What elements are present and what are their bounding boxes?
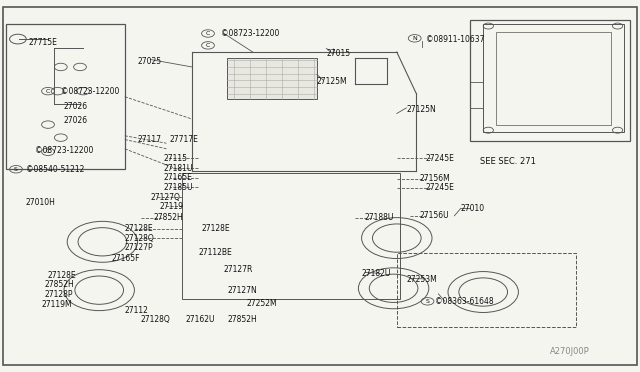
FancyBboxPatch shape [227,58,317,99]
Text: S: S [426,299,429,304]
Text: 27112: 27112 [125,306,148,315]
Text: 27182U: 27182U [362,269,391,278]
Text: 27717E: 27717E [170,135,198,144]
Text: ©08723-12200: ©08723-12200 [35,146,93,155]
Text: 27188U: 27188U [365,213,394,222]
Text: 27852H: 27852H [227,315,257,324]
Text: 27252M: 27252M [246,299,277,308]
Text: 27162U: 27162U [186,315,215,324]
Text: 27010: 27010 [461,204,485,213]
Text: 27156U: 27156U [419,211,449,220]
Text: 27852H: 27852H [154,213,183,222]
Text: 27115: 27115 [163,154,187,163]
Text: N: N [412,36,417,41]
Text: 27010H: 27010H [26,198,56,207]
Text: C: C [46,149,50,154]
Text: ©08723-12200: ©08723-12200 [221,29,279,38]
Text: 27112BE: 27112BE [198,248,232,257]
Text: 27253M: 27253M [406,275,437,283]
Text: ©08363-61648: ©08363-61648 [435,297,494,306]
Text: ©08723-12200: ©08723-12200 [61,87,119,96]
Text: 27245E: 27245E [426,183,454,192]
Text: 27165F: 27165F [112,254,141,263]
Text: 27128E: 27128E [202,224,230,233]
Text: C: C [206,31,210,36]
Text: 27128E: 27128E [125,224,154,233]
Text: 27125M: 27125M [317,77,348,86]
Text: 27128E: 27128E [48,271,77,280]
Text: SEE SEC. 271: SEE SEC. 271 [480,157,536,166]
Text: 27181U: 27181U [163,164,193,173]
Text: ©08911-10637: ©08911-10637 [426,35,484,44]
Text: 27127R: 27127R [224,265,253,274]
Text: ©08540-51212: ©08540-51212 [26,165,84,174]
Text: 27127P: 27127P [125,243,154,252]
Text: 27015: 27015 [326,49,351,58]
Text: 27128Q: 27128Q [141,315,170,324]
Text: 27165E: 27165E [163,173,192,182]
Text: 27128P: 27128P [45,290,74,299]
Text: 27119: 27119 [160,202,184,211]
Text: 27156M: 27156M [419,174,450,183]
Text: 27025: 27025 [138,57,162,66]
Text: 27119M: 27119M [42,300,72,309]
Text: 27245E: 27245E [426,154,454,163]
Text: 27117: 27117 [138,135,161,144]
Text: 27026: 27026 [64,116,88,125]
Text: 27715E: 27715E [29,38,58,47]
Text: 27128Q: 27128Q [125,234,154,243]
Text: 27125N: 27125N [406,105,436,114]
Text: A270J00P: A270J00P [550,347,590,356]
Text: C: C [206,43,210,48]
Text: 27127Q: 27127Q [150,193,180,202]
Text: 27852H: 27852H [45,280,74,289]
Text: 27185U: 27185U [163,183,193,192]
Text: C: C [46,89,50,94]
Text: S: S [14,167,18,172]
Text: 27026: 27026 [64,102,88,110]
Text: 27127N: 27127N [227,286,257,295]
